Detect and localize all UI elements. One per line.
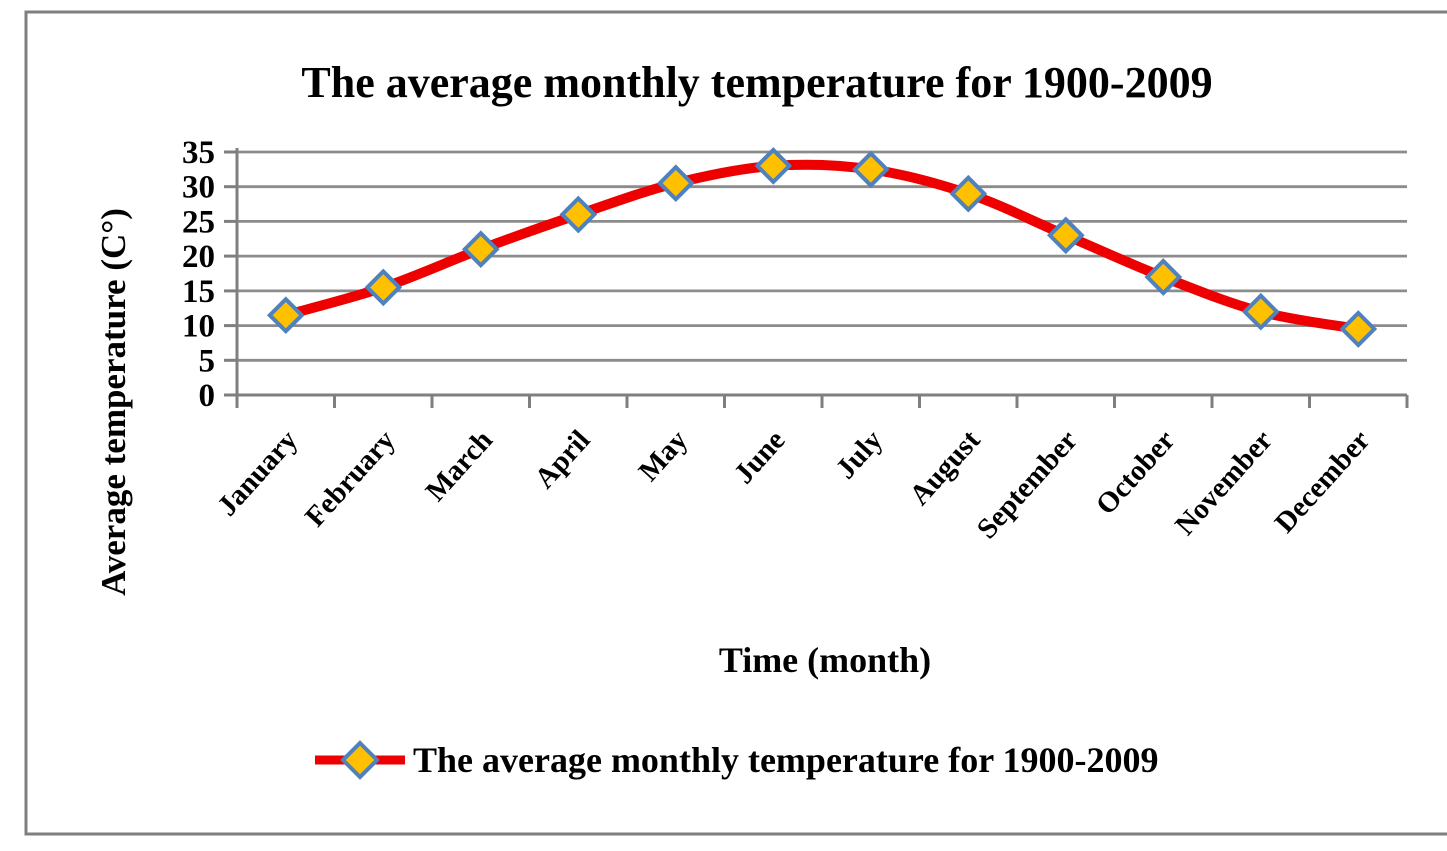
chart-title: The average monthly temperature for 1900… (301, 58, 1212, 107)
x-axis-label: January (211, 424, 304, 522)
x-axis-label: February (299, 424, 402, 533)
data-point-marker (656, 164, 695, 203)
y-tick-label: 0 (199, 378, 216, 414)
x-axis-title: Time (month) (719, 640, 931, 680)
data-point-marker (949, 174, 988, 213)
y-tick-label: 5 (199, 343, 216, 379)
data-point-marker (1144, 258, 1183, 296)
x-axis-label: August (903, 424, 986, 512)
y-tick-label: 15 (182, 274, 215, 310)
x-axis-label: September (971, 424, 1084, 545)
legend-label: The average monthly temperature for 1900… (413, 740, 1159, 780)
x-axis-label: March (420, 424, 499, 507)
x-axis-label: April (529, 424, 597, 495)
x-axis-label: December (1269, 424, 1377, 539)
data-point-marker (461, 230, 500, 269)
x-axis-label: May (632, 424, 694, 488)
series-markers (266, 147, 1378, 348)
x-axis-ticks (235, 395, 1409, 408)
y-tick-label: 35 (182, 135, 215, 171)
x-axis-label: July (830, 424, 890, 485)
data-point-marker (364, 268, 403, 307)
y-axis-title: Average temperature (C°) (94, 208, 133, 596)
y-tick-label: 25 (182, 204, 215, 240)
data-point-marker (1339, 310, 1378, 348)
y-tick-label: 10 (182, 309, 215, 345)
data-point-marker (266, 296, 305, 335)
data-point-marker (754, 147, 793, 185)
chart-border (24, 10, 1447, 836)
y-tick-label: 30 (182, 170, 215, 206)
data-point-marker (559, 195, 598, 234)
y-tick-label: 20 (182, 239, 215, 275)
data-point-marker (851, 150, 890, 189)
data-point-marker (1241, 292, 1280, 331)
y-axis-ticks (224, 150, 237, 397)
legend-marker (340, 740, 380, 780)
x-axis-label: June (728, 424, 792, 490)
data-point-marker (1046, 216, 1085, 255)
gridlines (237, 150, 1407, 362)
x-axis-label: November (1169, 424, 1279, 541)
x-axis-label: October (1090, 424, 1182, 521)
legend: The average monthly temperature for 1900… (315, 740, 1159, 780)
series-line (280, 159, 1364, 334)
